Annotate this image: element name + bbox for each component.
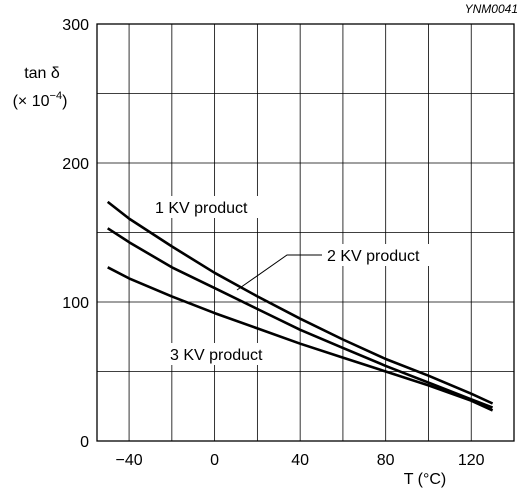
series-lines [106, 200, 494, 412]
x-tick-label: 80 [377, 452, 395, 469]
series-line-2kv [106, 227, 494, 409]
series-label-2kv-leader [236, 254, 322, 291]
x-tick-label: 40 [291, 452, 309, 469]
series-label-2kv: 2 KV product [327, 248, 420, 265]
y-axis-title-prefix: (× 10 [13, 93, 50, 110]
figure-code-label: YNM0041 [465, 2, 518, 16]
y-axis-title-exponent: −4 [50, 90, 63, 102]
y-tick-label: 0 [80, 434, 89, 451]
y-tick-label: 100 [62, 295, 89, 312]
series-label-3kv: 3 KV product [170, 347, 263, 364]
y-axis-title-line1: tan δ [24, 65, 60, 82]
x-tick-label: 120 [458, 452, 485, 469]
x-axis-title: T (°C) [404, 471, 447, 488]
series-label-3kv-bg [166, 343, 284, 365]
y-tick-label: 200 [62, 156, 89, 173]
series-label-1kv-bg [150, 196, 268, 218]
tick-labels: −40 0 40 80 120 0 100 200 300 [62, 17, 484, 469]
grid-lines [97, 24, 514, 441]
series-line-3kv [107, 266, 494, 412]
series-line-1kv [106, 200, 494, 405]
y-tick-label: 300 [62, 17, 89, 34]
y-axis-title-line2: (× 10−4) [13, 90, 68, 110]
x-tick-label: −40 [116, 452, 143, 469]
series-label-1kv: 1 KV product [155, 200, 248, 217]
y-axis-title-suffix: ) [62, 93, 67, 110]
series-label-2kv-bg [322, 244, 440, 266]
x-tick-label: 0 [210, 452, 219, 469]
